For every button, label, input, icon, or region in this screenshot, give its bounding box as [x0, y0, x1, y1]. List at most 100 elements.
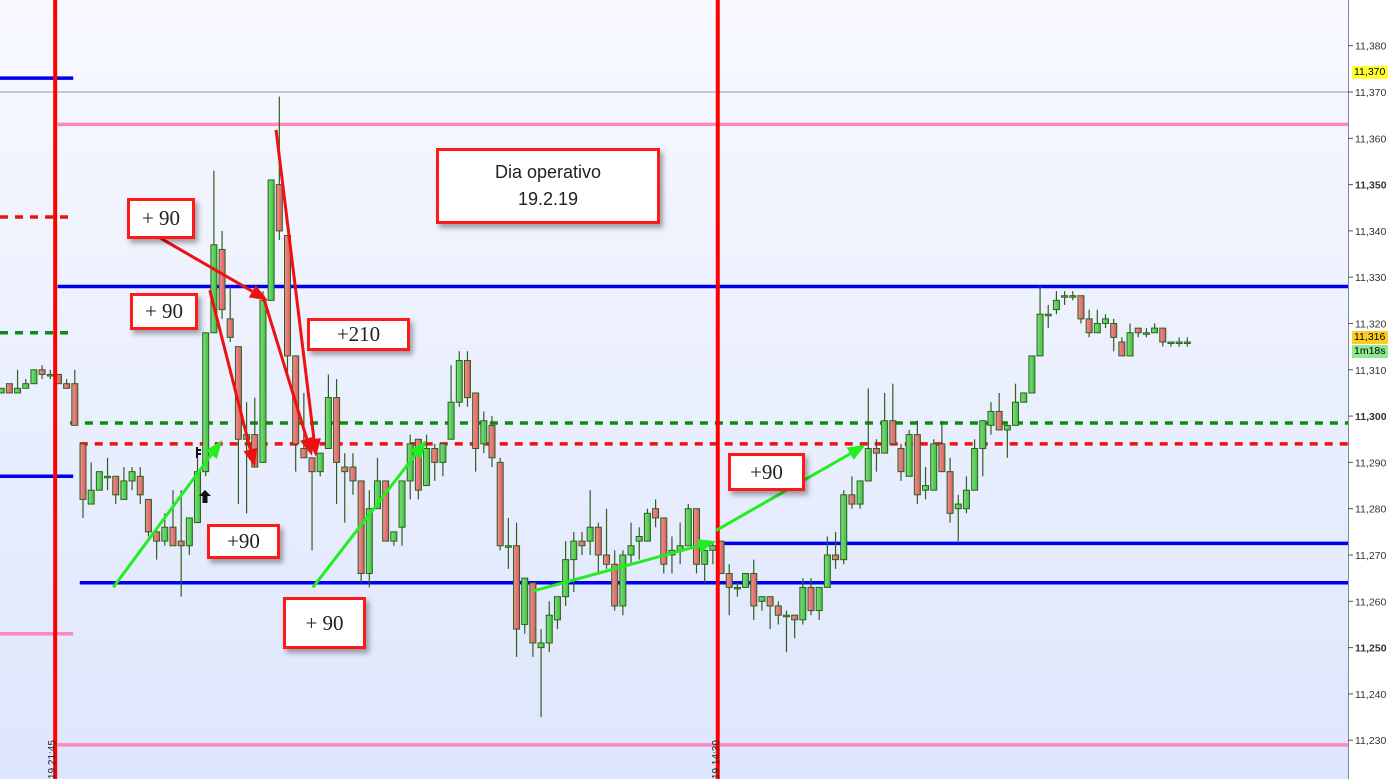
candle	[22, 379, 30, 389]
candle-body-up	[954, 503, 962, 510]
candle-body-up	[782, 614, 790, 618]
candle-body-down	[463, 360, 471, 399]
candle	[578, 531, 586, 555]
candle	[774, 601, 782, 625]
plot-area[interactable]	[0, 0, 1348, 779]
candle	[1159, 327, 1167, 347]
candle	[807, 578, 815, 616]
candle	[529, 582, 537, 657]
candle-body-down	[79, 443, 87, 500]
candle	[357, 480, 365, 583]
trade-arrows	[112, 129, 866, 593]
candle	[766, 596, 774, 630]
candle	[791, 614, 799, 639]
y-tick-label: 11,230	[1355, 735, 1386, 747]
candle	[284, 235, 291, 375]
candle-body-up	[930, 443, 938, 491]
candle-body-up	[971, 448, 979, 491]
arrow-shaft	[208, 289, 252, 450]
candle-body-up	[684, 508, 692, 547]
candle-body-up	[365, 508, 373, 575]
candle	[488, 416, 496, 468]
candle-body-up	[1028, 355, 1036, 394]
candle-body-down	[889, 420, 897, 445]
candle-body-up	[1012, 401, 1020, 426]
candle	[1093, 309, 1101, 334]
candle-body-up	[733, 586, 741, 590]
y-tick-label: 11,280	[1355, 504, 1386, 516]
candle	[987, 402, 995, 435]
candle-body-down	[112, 475, 120, 496]
day-title-line1: Dia operativo	[494, 162, 602, 182]
candle	[63, 379, 71, 389]
candle-body-down	[341, 466, 349, 473]
candle-body-up	[439, 443, 447, 463]
candle	[1151, 323, 1159, 334]
candle-body-up	[1175, 341, 1183, 345]
y-tick-label: 11,300	[1355, 411, 1387, 423]
candle	[472, 392, 480, 472]
trade-arrow	[715, 444, 866, 532]
candle	[5, 383, 13, 394]
candle	[750, 559, 758, 620]
trade-arrow	[532, 539, 717, 593]
candle-body-up	[635, 535, 643, 542]
candle	[864, 388, 872, 482]
signal-marker-icon	[196, 447, 201, 458]
candle	[848, 476, 856, 509]
buy-arrow-icon	[199, 490, 211, 503]
candle	[341, 453, 349, 523]
candle-body-down	[897, 448, 905, 473]
candle-body-down	[226, 318, 234, 338]
candle	[1069, 291, 1077, 301]
arrow-head	[243, 447, 258, 468]
arrow-head	[205, 440, 223, 459]
time-label-session-1: 19 21:45	[47, 740, 58, 779]
candle	[1077, 295, 1085, 324]
candle-body-down	[1134, 327, 1142, 334]
y-tick-label: 11,290	[1355, 457, 1386, 469]
candle	[832, 531, 840, 569]
candle	[537, 629, 545, 718]
candle	[758, 596, 766, 611]
day-title-line2: 19.2.19	[517, 189, 579, 209]
candle	[545, 601, 553, 653]
candle	[962, 476, 970, 514]
y-tick-label: 11,250	[1355, 643, 1387, 655]
candle	[889, 383, 897, 445]
candle-body-up	[267, 179, 275, 301]
candle-body-up	[856, 480, 864, 505]
candle	[79, 443, 87, 518]
candle	[267, 179, 275, 301]
candle-body-down	[529, 582, 537, 644]
candle-body-up	[562, 559, 570, 598]
candle-body-up	[1052, 299, 1060, 311]
candle	[259, 291, 267, 463]
gain-label-6: +90	[728, 453, 805, 491]
candle	[946, 457, 954, 523]
candle	[480, 411, 488, 454]
candle-body-up	[14, 387, 22, 394]
candle	[922, 467, 930, 500]
candle-body-up	[120, 480, 128, 500]
candle-body-down	[766, 596, 774, 607]
candle	[619, 550, 627, 616]
candle-body-down	[1110, 323, 1118, 338]
candle-body-up	[1102, 318, 1109, 324]
price-axis[interactable]	[1348, 0, 1388, 779]
bar-countdown-label: 1m18s	[1352, 345, 1388, 358]
candle	[455, 351, 463, 407]
candle-body-up	[104, 475, 112, 479]
candle	[504, 517, 512, 569]
candle	[905, 429, 913, 477]
last-price-label: 11,316	[1352, 331, 1388, 344]
candle-body-up	[709, 545, 717, 551]
candle-body-up	[455, 360, 463, 403]
candle-body-up	[905, 434, 913, 477]
candle	[513, 522, 521, 657]
candle-body-up	[537, 642, 545, 649]
candle	[112, 475, 120, 505]
candle	[30, 369, 38, 385]
arrow-shaft	[261, 295, 309, 440]
